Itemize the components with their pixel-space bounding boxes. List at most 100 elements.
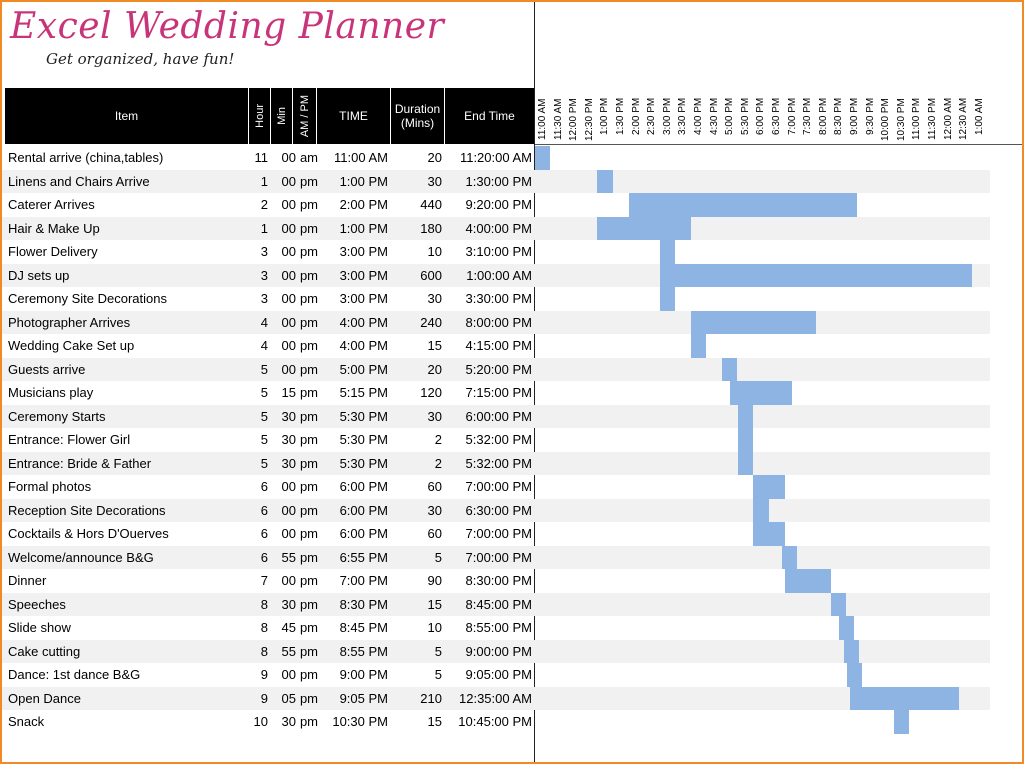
cell-min[interactable]: 55 (281, 549, 296, 565)
cell-min[interactable]: 00 (281, 338, 296, 353)
table-row[interactable]: Entrance: Bride & Father 5 30 pm 5:30 PM 2 5:3… (2, 451, 990, 475)
cell-ampm[interactable]: pm (299, 667, 318, 682)
cell-duration[interactable]: 2 (434, 455, 442, 471)
cell-hour[interactable]: 8 (260, 596, 268, 612)
cell-ampm[interactable]: pm (299, 526, 318, 541)
cell-min[interactable]: 00 (281, 479, 296, 494)
table-row[interactable]: Snack 10 30 pm 10:30 PM 15 10:45:00 PM (2, 710, 990, 734)
cell-hour[interactable]: 6 (260, 479, 268, 494)
cell-duration[interactable]: 120 (420, 385, 442, 400)
cell-time[interactable]: 5:30 PM (339, 455, 388, 471)
cell-duration[interactable]: 30 (427, 408, 442, 424)
cell-ampm[interactable]: pm (299, 338, 318, 353)
cell-ampm[interactable]: pm (299, 502, 318, 518)
cell-time[interactable]: 8:45 PM (339, 620, 388, 635)
cell-hour[interactable]: 7 (260, 573, 268, 588)
cell-hour[interactable]: 6 (260, 526, 268, 541)
table-row[interactable]: Ceremony Site Decorations 3 00 pm 3:00 PM 30 3… (2, 287, 990, 311)
cell-time[interactable]: 4:00 PM (339, 338, 388, 353)
cell-end-time[interactable]: 9:00:00 PM (465, 643, 533, 659)
cell-hour[interactable]: 9 (260, 690, 268, 706)
cell-hour[interactable]: 8 (260, 620, 268, 635)
cell-hour[interactable]: 6 (260, 549, 268, 565)
cell-end-time[interactable]: 7:00:00 PM (465, 479, 533, 494)
cell-hour[interactable]: 5 (260, 455, 268, 471)
cell-min[interactable]: 00 (281, 361, 296, 377)
cell-min[interactable]: 30 (281, 455, 296, 471)
cell-item[interactable]: Flower Delivery (8, 244, 98, 259)
cell-duration[interactable]: 2 (434, 432, 442, 447)
cell-duration[interactable]: 10 (427, 244, 442, 259)
cell-min[interactable]: 00 (281, 173, 296, 189)
cell-ampm[interactable]: pm (299, 596, 318, 612)
cell-min[interactable]: 00 (281, 667, 296, 682)
cell-min[interactable]: 00 (281, 150, 296, 165)
cell-time[interactable]: 10:30 PM (332, 714, 388, 729)
cell-hour[interactable]: 10 (253, 714, 268, 729)
cell-item[interactable]: Snack (8, 714, 45, 729)
cell-hour[interactable]: 1 (260, 173, 268, 189)
cell-item[interactable]: Cocktails & Hors D'Ouerves (8, 526, 169, 541)
cell-duration[interactable]: 20 (427, 361, 442, 377)
table-row[interactable]: Linens and Chairs Arrive 1 00 pm 1:00 PM 30 1:… (2, 169, 990, 193)
table-row[interactable]: Ceremony Starts 5 30 pm 5:30 PM 30 6:00:00 PM (2, 404, 990, 428)
cell-hour[interactable]: 5 (260, 408, 268, 424)
cell-min[interactable]: 00 (281, 314, 296, 330)
table-row[interactable]: Cocktails & Hors D'Ouerves 6 00 pm 6:00 PM 60… (2, 522, 990, 546)
cell-duration[interactable]: 600 (420, 267, 442, 283)
cell-end-time[interactable]: 12:35:00 AM (459, 690, 532, 706)
cell-ampm[interactable]: pm (299, 432, 318, 447)
cell-ampm[interactable]: pm (299, 549, 318, 565)
cell-item[interactable]: Wedding Cake Set up (8, 338, 135, 353)
cell-ampm[interactable]: pm (299, 267, 318, 283)
cell-end-time[interactable]: 10:45:00 PM (458, 714, 532, 729)
cell-duration[interactable]: 15 (427, 596, 442, 612)
cell-end-time[interactable]: 11:20:00 AM (459, 150, 532, 165)
table-row[interactable]: Welcome/announce B&G 6 55 pm 6:55 PM 5 7:00:00… (2, 545, 990, 569)
cell-min[interactable]: 00 (281, 267, 296, 283)
cell-end-time[interactable]: 8:45:00 PM (465, 596, 533, 612)
cell-min[interactable]: 05 (281, 690, 296, 706)
cell-end-time[interactable]: 8:55:00 PM (465, 620, 533, 635)
cell-min[interactable]: 30 (281, 714, 296, 729)
cell-end-time[interactable]: 8:30:00 PM (465, 573, 533, 588)
cell-item[interactable]: Welcome/announce B&G (8, 549, 154, 565)
table-row[interactable]: Open Dance 9 05 pm 9:05 PM 210 12:35:00 AM (2, 686, 990, 710)
cell-min[interactable]: 55 (281, 643, 296, 659)
cell-end-time[interactable]: 7:15:00 PM (465, 385, 533, 400)
header-hour[interactable]: Hour (249, 88, 271, 144)
cell-time[interactable]: 6:00 PM (339, 526, 388, 541)
cell-time[interactable]: 5:30 PM (339, 432, 388, 447)
cell-duration[interactable]: 30 (427, 173, 442, 189)
cell-duration[interactable]: 5 (434, 667, 442, 682)
cell-item[interactable]: Hair & Make Up (8, 220, 100, 236)
cell-end-time[interactable]: 6:30:00 PM (465, 502, 533, 518)
table-row[interactable]: Hair & Make Up 1 00 pm 1:00 PM 180 4:00:00 PM (2, 216, 990, 240)
cell-item[interactable]: Formal photos (8, 479, 92, 494)
cell-min[interactable]: 00 (281, 573, 296, 588)
cell-item[interactable]: Ceremony Site Decorations (8, 291, 167, 306)
table-row[interactable]: Entrance: Flower Girl 5 30 pm 5:30 PM 2 5:32:0… (2, 428, 990, 452)
cell-time[interactable]: 3:00 PM (339, 267, 388, 283)
table-row[interactable]: Rental arrive (china,tables) 11 00 am 11:00 … (2, 146, 990, 170)
cell-time[interactable]: 6:55 PM (339, 549, 388, 565)
cell-duration[interactable]: 210 (420, 690, 442, 706)
cell-min[interactable]: 00 (281, 291, 296, 306)
table-row[interactable]: Musicians play 5 15 pm 5:15 PM 120 7:15:00 PM (2, 381, 990, 405)
header-item[interactable]: Item (5, 88, 249, 144)
cell-time[interactable]: 6:00 PM (339, 479, 388, 494)
header-ampm[interactable]: AM / PM (293, 88, 317, 144)
cell-ampm[interactable]: pm (299, 690, 318, 706)
cell-duration[interactable]: 5 (434, 643, 442, 659)
table-row[interactable]: Dinner 7 00 pm 7:00 PM 90 8:30:00 PM (2, 569, 990, 593)
cell-ampm[interactable]: pm (299, 643, 318, 659)
cell-duration[interactable]: 30 (427, 502, 442, 518)
cell-time[interactable]: 2:00 PM (339, 197, 388, 212)
cell-ampm[interactable]: pm (299, 573, 318, 588)
table-row[interactable]: Wedding Cake Set up 4 00 pm 4:00 PM 15 4:15:00… (2, 334, 990, 358)
table-row[interactable]: Reception Site Decorations 6 00 pm 6:00 PM 30… (2, 498, 990, 522)
cell-item[interactable]: Guests arrive (8, 361, 86, 377)
cell-end-time[interactable]: 4:15:00 PM (465, 338, 533, 353)
cell-end-time[interactable]: 3:10:00 PM (465, 244, 533, 259)
cell-duration[interactable]: 15 (427, 338, 442, 353)
